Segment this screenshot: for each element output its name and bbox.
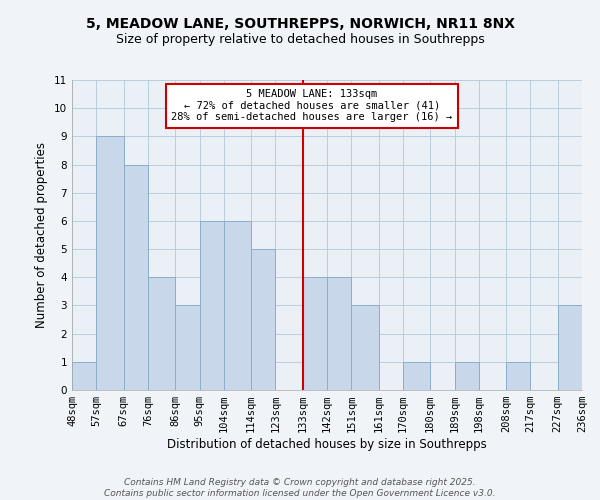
Bar [200, 221, 224, 390]
Bar [557, 306, 582, 390]
Bar [327, 278, 352, 390]
Bar [124, 164, 148, 390]
Bar [403, 362, 430, 390]
Bar [251, 249, 275, 390]
Text: Contains HM Land Registry data © Crown copyright and database right 2025.
Contai: Contains HM Land Registry data © Crown c… [104, 478, 496, 498]
Bar [352, 306, 379, 390]
Text: 5 MEADOW LANE: 133sqm
← 72% of detached houses are smaller (41)
28% of semi-deta: 5 MEADOW LANE: 133sqm ← 72% of detached … [171, 90, 452, 122]
Bar [506, 362, 530, 390]
Bar [175, 306, 199, 390]
Y-axis label: Number of detached properties: Number of detached properties [35, 142, 49, 328]
Text: 5, MEADOW LANE, SOUTHREPPS, NORWICH, NR11 8NX: 5, MEADOW LANE, SOUTHREPPS, NORWICH, NR1… [86, 18, 515, 32]
Bar [224, 221, 251, 390]
Text: Size of property relative to detached houses in Southrepps: Size of property relative to detached ho… [116, 32, 484, 46]
Bar [97, 136, 124, 390]
Bar [455, 362, 479, 390]
Bar [72, 362, 97, 390]
Bar [148, 278, 175, 390]
Bar [302, 278, 327, 390]
X-axis label: Distribution of detached houses by size in Southrepps: Distribution of detached houses by size … [167, 438, 487, 451]
